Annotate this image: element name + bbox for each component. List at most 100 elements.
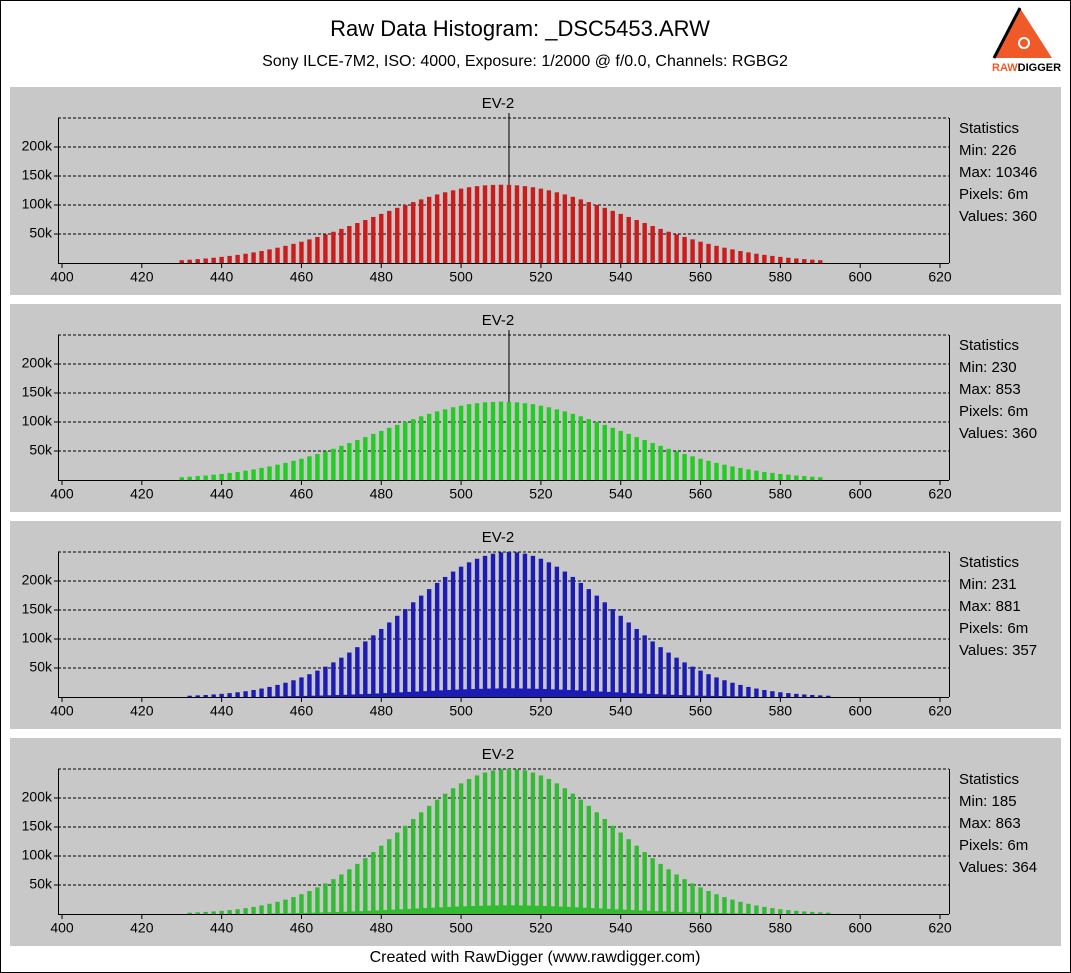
bar — [502, 905, 508, 914]
bar — [594, 421, 599, 480]
bar — [195, 476, 200, 480]
stats-line: Min: 230 — [959, 359, 1017, 376]
bar — [426, 196, 432, 263]
bar — [466, 562, 472, 697]
bar — [418, 416, 424, 480]
bar — [538, 188, 544, 263]
bar — [371, 852, 376, 914]
bar — [482, 402, 488, 480]
bar — [802, 911, 807, 914]
bar — [598, 691, 603, 697]
bar — [179, 477, 184, 480]
x-tick-label: 400 — [50, 703, 74, 719]
panel-title: EV-2 — [482, 529, 515, 546]
bar — [395, 832, 400, 914]
stats-line: Values: 364 — [959, 859, 1037, 876]
bar — [307, 239, 312, 263]
bar — [259, 467, 264, 480]
bar — [522, 770, 528, 914]
bar — [546, 407, 552, 480]
bar — [430, 690, 436, 697]
logo-text: RAWDIGGER — [992, 62, 1061, 74]
stats-title: Statistics — [959, 120, 1019, 137]
bar — [235, 471, 240, 480]
bar — [794, 693, 799, 697]
main-title: Raw Data Histogram: _DSC5453.ARW — [330, 16, 710, 41]
bar — [371, 433, 376, 480]
x-tick-label: 620 — [928, 486, 952, 502]
panel-background — [10, 87, 1061, 295]
bar — [486, 688, 492, 697]
bar — [203, 258, 208, 263]
bar — [203, 475, 208, 480]
bar — [498, 552, 504, 697]
bar — [606, 908, 611, 914]
bar — [614, 909, 619, 914]
bar — [291, 897, 296, 914]
histogram-panel: EV-2 50k 100k 150k 200k 400 420 440 460 480 500 520… — [10, 521, 1061, 729]
bar — [418, 595, 424, 697]
bar — [746, 252, 751, 263]
bar — [315, 236, 320, 263]
bar — [458, 566, 464, 697]
bar — [466, 404, 472, 480]
bar — [243, 470, 248, 480]
x-tick-label: 600 — [849, 703, 873, 719]
bar — [626, 839, 631, 914]
bar — [658, 228, 663, 263]
bar — [706, 460, 711, 480]
stats-line: Min: 231 — [959, 576, 1017, 593]
bar — [379, 430, 384, 480]
bar — [762, 906, 767, 914]
x-tick-label: 440 — [210, 486, 234, 502]
y-tick-label: 200k — [22, 572, 53, 588]
x-tick-label: 420 — [130, 269, 154, 285]
bar — [395, 424, 400, 480]
bar — [411, 202, 416, 263]
stats-line: Max: 881 — [959, 598, 1021, 615]
bar — [367, 693, 372, 697]
bar — [458, 188, 464, 263]
y-tick-label: 50k — [29, 225, 53, 241]
bar — [654, 694, 659, 697]
bar — [490, 553, 496, 697]
bar — [299, 458, 304, 480]
bar — [219, 473, 224, 480]
x-tick-label: 440 — [210, 269, 234, 285]
x-tick-label: 480 — [370, 703, 394, 719]
x-tick-label: 520 — [529, 486, 553, 502]
bar — [446, 689, 452, 697]
bar — [434, 799, 440, 914]
bar — [379, 213, 384, 263]
bar — [590, 908, 595, 914]
bar — [746, 903, 751, 914]
bar — [251, 689, 256, 697]
bar — [283, 899, 288, 914]
y-tick-label: 200k — [22, 355, 53, 371]
bar — [618, 832, 623, 914]
bar — [426, 413, 432, 480]
bar — [702, 695, 707, 697]
bar — [474, 775, 480, 914]
bar — [219, 693, 224, 697]
bar — [594, 812, 599, 914]
bar — [458, 405, 464, 480]
bar — [638, 910, 643, 914]
bar — [434, 582, 440, 697]
bar — [279, 696, 284, 697]
bar — [227, 910, 232, 914]
bar — [778, 692, 783, 697]
bar — [283, 462, 288, 480]
bar — [718, 913, 723, 914]
bar — [514, 552, 520, 697]
bar — [351, 911, 356, 914]
bar — [534, 905, 540, 914]
bar — [506, 401, 512, 480]
bar — [666, 231, 671, 263]
bar — [498, 184, 504, 263]
bar — [630, 693, 635, 697]
bar — [810, 694, 815, 697]
bar — [794, 258, 799, 263]
bar — [754, 253, 759, 263]
